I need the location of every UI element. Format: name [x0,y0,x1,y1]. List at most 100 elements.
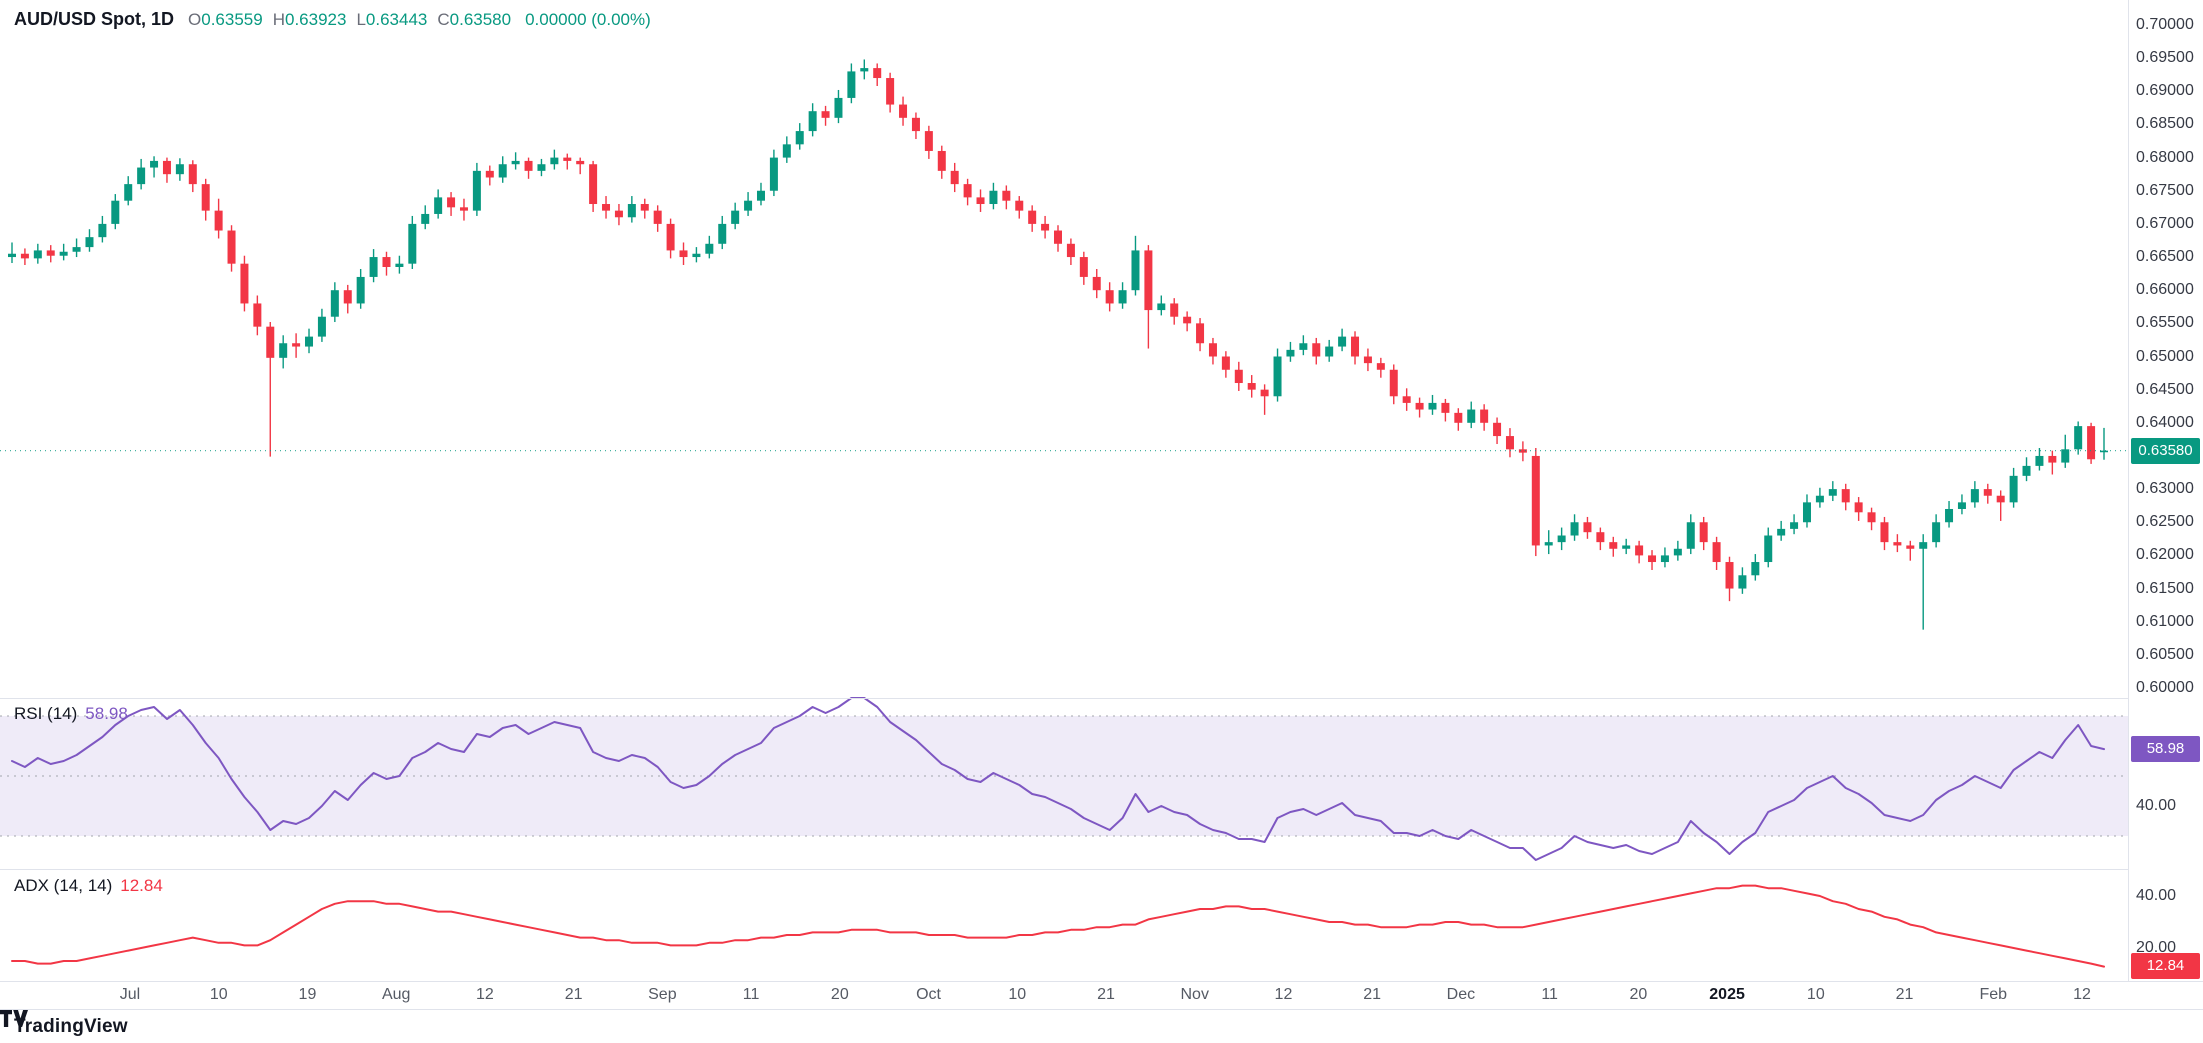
candle [1157,295,1166,316]
candle [1531,447,1540,557]
candle [1299,335,1308,356]
price-axis-label: 0.69000 [2136,82,2194,100]
candle [1880,516,1889,551]
candle [1131,235,1140,296]
candle [537,158,546,177]
adx-title[interactable]: ADX (14, 14) [14,876,113,895]
candle [1480,404,1489,431]
candle [756,182,765,206]
time-axis-separator [0,981,2203,982]
candle [8,242,16,264]
tradingview-wordmark: TradingView [14,1015,128,1037]
candle [2048,450,2057,475]
candle [1079,251,1088,285]
candle [795,123,804,150]
candle [85,229,94,252]
rsi-title[interactable]: RSI (14) [14,704,78,723]
candle [292,333,301,358]
candle [834,89,843,124]
candle [602,196,611,219]
candle [1028,205,1037,232]
candle [201,178,210,221]
candle [111,194,120,230]
candle [1351,331,1360,365]
candle [1118,282,1127,309]
price-axis-label: 0.64000 [2136,413,2194,431]
time-axis-label: Dec [1446,986,1476,1003]
candle [408,215,417,269]
candle [524,157,533,179]
candle [447,192,456,216]
candle [731,202,740,230]
candle [653,205,662,232]
candle [162,157,171,183]
price-axis-label: 0.62500 [2136,513,2194,531]
main-price-pane[interactable] [0,0,2128,698]
candle [150,156,159,178]
candle [214,198,223,239]
candle [769,149,778,197]
candle [911,112,920,140]
time-axis-label: 10 [209,986,228,1003]
candle [1454,408,1463,431]
time-axis-label: 21 [1097,986,1115,1003]
candle [1505,428,1514,458]
candle [924,125,933,159]
candle [175,158,184,181]
pane-separator-rsi-adx[interactable] [0,869,2203,870]
price-axis-label: 0.61500 [2136,579,2194,597]
candle [1570,514,1579,541]
candle [1221,351,1230,378]
candle [550,149,559,170]
candle [253,295,262,336]
candle [692,247,701,263]
candle [1932,514,1941,548]
candle [627,196,636,223]
candle [1015,196,1024,219]
candle [1041,215,1050,239]
candle [2100,427,2108,460]
rsi-axis-label: 40.00 [2136,797,2177,814]
candle [1867,507,1876,531]
rsi-pane[interactable] [0,699,2128,869]
ohlc-low-label: L [356,10,366,29]
pane-separator-main-rsi[interactable] [0,698,2203,699]
adx-pane[interactable] [0,870,2128,981]
candle [227,225,236,272]
candle [188,160,197,193]
candle [718,215,727,250]
candle [1415,397,1424,418]
time-axis-label: Nov [1180,986,1209,1003]
price-scale[interactable]: 0.70000 0.69500 0.69000 0.68500 0.68000 0.675… [2128,0,2203,981]
time-axis[interactable]: Jul 10 19 Aug 12 21 Sep 11 20 Oct 10 21 Nov 12 21 Dec 11… [0,982,2128,1009]
candle [1105,282,1114,312]
candle [1906,540,1915,561]
candle [20,248,29,266]
tradingview-attribution[interactable]: TradingView [0,1010,128,1038]
candle [1712,536,1721,570]
candle [860,59,869,80]
time-axis-label: 2025 [1709,986,1745,1003]
candle [1260,384,1269,415]
candle [808,103,817,137]
adx-axis-label-20: 20.00 [2136,939,2177,956]
time-axis-label: Jul [119,986,141,1003]
ohlc-readout: O0.63559 H0.63923 L0.63443 C0.63580 [188,10,511,30]
candle [976,189,985,212]
price-axis-label: 0.61000 [2136,612,2194,630]
symbol-title[interactable]: AUD/USD Spot, 1D [14,9,175,29]
candle [1325,339,1334,362]
time-axis-label: 21 [1363,986,1382,1003]
candle [963,178,972,206]
candle [1312,337,1321,365]
candle [1660,547,1669,568]
candle [1893,534,1902,553]
adx-value-badge: 12.84 [2131,953,2200,979]
price-axis-label: 0.66000 [2136,281,2194,299]
candle [1376,357,1385,378]
candle [705,235,714,259]
candle [1945,501,1954,528]
candle [1234,361,1243,391]
candle [1996,490,2005,521]
candle [989,182,998,210]
